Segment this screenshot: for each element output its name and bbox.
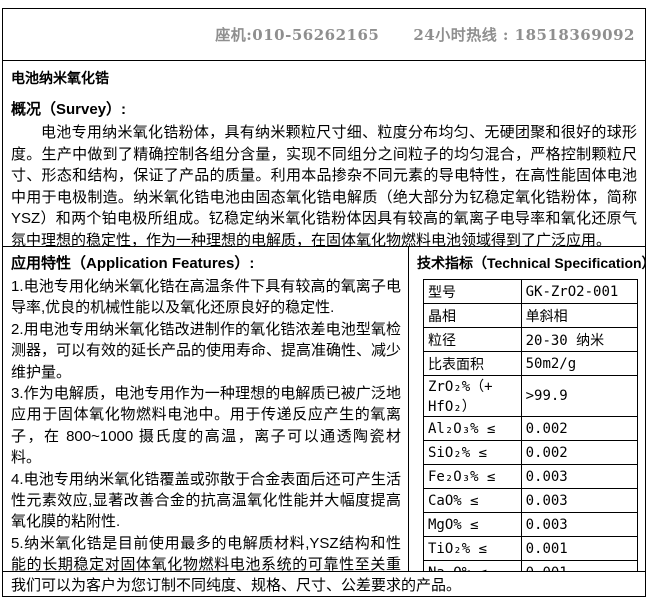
survey-heading: 概况（Survey）: <box>11 101 127 118</box>
spec-row: 晶相 单斜相 <box>423 303 639 328</box>
spec-value: 0.001 <box>520 560 639 571</box>
spec-row: Na₂O% ≤ 0.001 <box>423 560 639 571</box>
spec-label: 晶相 <box>423 303 522 328</box>
feature-item: 1.电池专用化纳米氧化锆在高温条件下具有较高的氧离子电导率,优良的机械性能以及氧… <box>11 278 401 317</box>
feature-item: 5.纳米氧化锆是目前使用最多的电解质材料,YSZ结构和性能的长期稳定对固体氧化物… <box>11 534 401 571</box>
spec-label: Fe₂O₃% ≤ <box>423 464 522 489</box>
spec-label: 比表面积 <box>423 351 522 376</box>
spec-label: SiO₂% ≤ <box>423 440 522 465</box>
spec-label: 型号 <box>423 279 522 304</box>
spec-value: 0.002 <box>520 440 639 465</box>
page-title: 电池纳米氧化锆 <box>11 70 109 86</box>
spec-value: 0.003 <box>520 488 639 513</box>
spec-row: 粒径 20-30 纳米 <box>423 327 639 352</box>
survey-paragraph: 电池专用纳米氧化锆粉体，具有纳米颗粒尺寸细、粒度分布均匀、无硬团聚和很好的球形度… <box>11 124 637 246</box>
spec-label: CaO% ≤ <box>423 488 522 513</box>
spec-value: 0.003 <box>520 512 639 537</box>
spec-row: TiO₂% ≤ 0.001 <box>423 536 639 561</box>
features-section: 应用特性（Application Features）: 1.电池专用化纳米氧化锆… <box>3 247 409 571</box>
spec-label: Na₂O% ≤ <box>423 560 522 571</box>
spec-label: ZrO₂%（+ HfO₂） <box>423 375 522 417</box>
main-columns: 应用特性（Application Features）: 1.电池专用化纳米氧化锆… <box>3 246 645 571</box>
spec-row: CaO% ≤ 0.003 <box>423 488 639 513</box>
document-frame: 座机:010-56262165 24小时热线 : 18518369092 电池纳… <box>2 8 646 597</box>
spec-heading: 技术指标（Technical Specification）: <box>417 255 645 271</box>
survey-section: 电池纳米氧化锆 概况（Survey）: 电池专用纳米氧化锆粉体，具有纳米颗粒尺寸… <box>3 61 645 246</box>
features-heading: 应用特性（Application Features）: <box>11 255 255 272</box>
footer-note-bar: 我们可以为客户为您订制不同纯度、规格、尺寸、公差要求的产品。 <box>3 571 645 596</box>
spec-value: 0.001 <box>520 536 639 561</box>
spec-row: ZrO₂%（+ HfO₂） >99.9 <box>423 375 639 417</box>
spec-value: 20-30 纳米 <box>520 327 639 352</box>
feature-item: 3.作为电解质，电池专用作为一种理想的电解质已被广泛地应用于固体氧化物燃料电池中… <box>11 385 401 467</box>
spec-value: 50m2/g <box>520 351 639 376</box>
spec-value: 单斜相 <box>520 303 639 328</box>
feature-item: 4.电池专用纳米氧化锆覆盖或弥散于合金表面后还可产生活性元素效应,显著改善合金的… <box>11 470 401 531</box>
footer-note: 我们可以为客户为您订制不同纯度、规格、尺寸、公差要求的产品。 <box>11 576 462 594</box>
hotline-number: 24小时热线 : 18518369092 <box>413 26 635 44</box>
spec-section: 技术指标（Technical Specification）: 型号 GK-ZrO… <box>409 247 645 571</box>
spec-row: Al₂O₃% ≤ 0.002 <box>423 416 639 441</box>
spec-row: MgO% ≤ 0.003 <box>423 512 639 537</box>
spec-row: 型号 GK-ZrO2-001 <box>423 279 639 304</box>
contact-bar: 座机:010-56262165 24小时热线 : 18518369092 <box>3 9 645 61</box>
spec-row: Fe₂O₃% ≤ 0.003 <box>423 464 639 489</box>
feature-item: 2.用电池专用纳米氧化锆改进制作的氧化锆浓差电池型氧检测器，可以有效的延长产品的… <box>11 320 402 381</box>
spec-value: GK-ZrO2-001 <box>520 279 639 304</box>
spec-value: 0.003 <box>520 464 639 489</box>
spec-value: 0.002 <box>520 416 639 441</box>
spec-label: 粒径 <box>423 327 522 352</box>
spec-label: MgO% ≤ <box>423 512 522 537</box>
spec-label: Al₂O₃% ≤ <box>423 416 522 441</box>
spec-value: >99.9 <box>520 375 639 417</box>
spec-label: TiO₂% ≤ <box>423 536 522 561</box>
spec-row: SiO₂% ≤ 0.002 <box>423 440 639 465</box>
spec-table: 型号 GK-ZrO2-001 晶相 单斜相 粒径 20-30 纳米 比表面积 <box>423 279 639 571</box>
spec-row: 比表面积 50m2/g <box>423 351 639 376</box>
phone-number: 座机:010-56262165 <box>215 26 380 44</box>
